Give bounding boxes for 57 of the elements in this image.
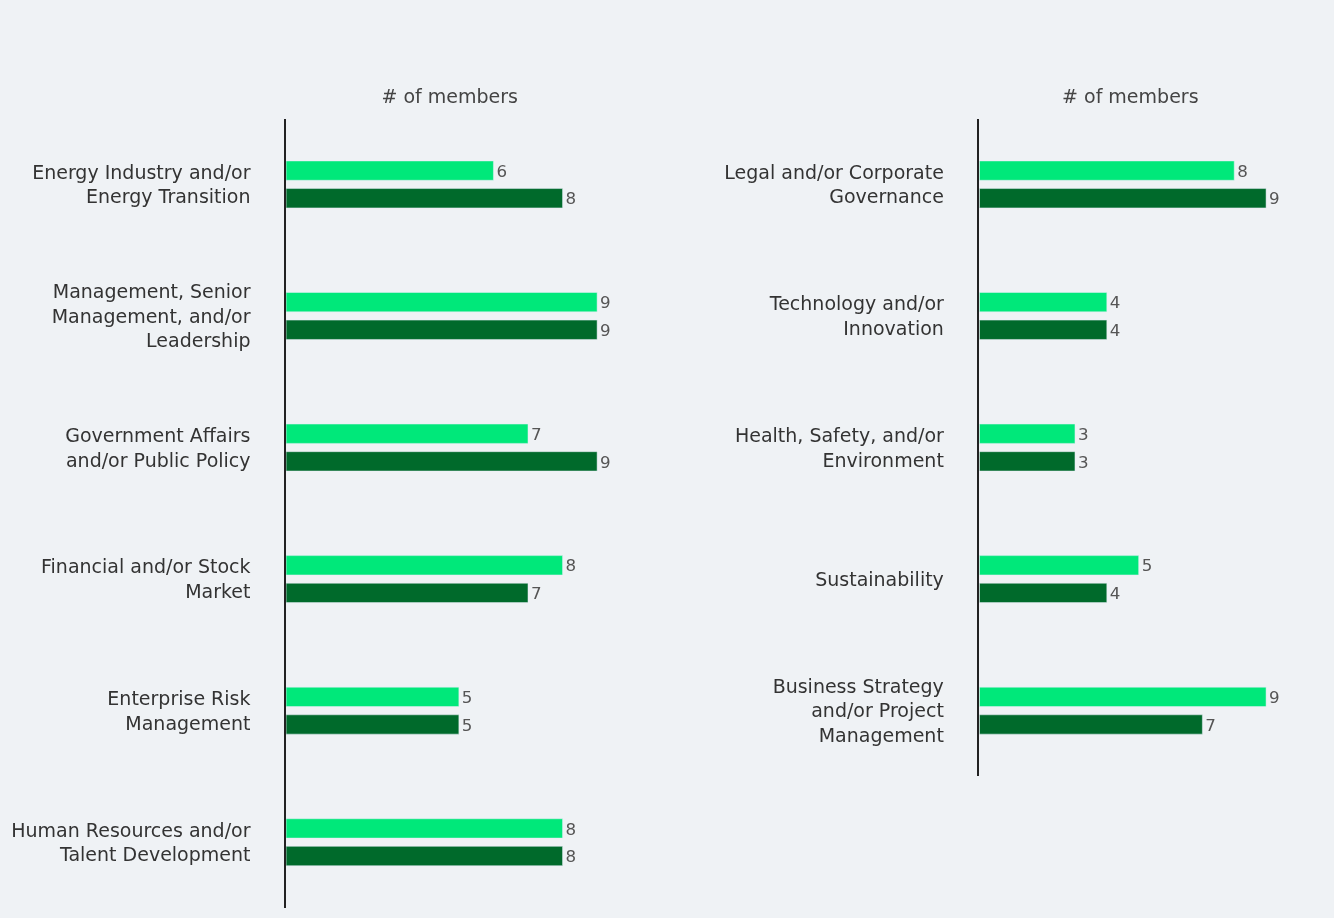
bar — [979, 714, 1203, 735]
y-tick-label: Sustainability — [815, 567, 944, 590]
bar — [286, 555, 563, 576]
data-label: 3 — [1077, 423, 1089, 444]
y-tick-label: Management, Senior Management, and/or Leadership — [51, 279, 251, 352]
data-label: 8 — [565, 555, 577, 576]
x-axis-title: # of members — [1062, 85, 1199, 108]
bar — [286, 818, 563, 839]
data-label: 8 — [565, 818, 577, 839]
data-label: 9 — [600, 292, 611, 313]
bar — [979, 582, 1108, 603]
y-tick-label: Human Resources and/or Talent Development — [11, 818, 251, 866]
data-label: 9 — [600, 451, 611, 472]
data-label: 7 — [530, 583, 542, 604]
data-label: 8 — [565, 188, 577, 209]
data-label: 8 — [1237, 160, 1248, 181]
y-tick-label: Legal and/or Corporate Governance — [724, 160, 944, 208]
bar — [286, 582, 529, 603]
bar — [979, 686, 1267, 707]
data-label: 8 — [565, 846, 577, 867]
y-tick-label: Government Affairs and/or Public Policy — [65, 423, 251, 471]
y-tick-label: Energy Industry and/or Energy Transition — [32, 160, 251, 208]
data-label: 5 — [461, 714, 473, 735]
bar — [979, 555, 1139, 576]
data-label: 5 — [461, 687, 473, 707]
bar — [286, 319, 598, 340]
y-tick-label: Financial and/or Stock Market — [41, 555, 251, 603]
bar — [979, 188, 1267, 209]
bar — [286, 714, 460, 735]
y-tick-label: Business Strategy and/or Project Management — [772, 674, 944, 747]
data-label: 4 — [1109, 319, 1121, 340]
x-axis-title: # of members — [381, 85, 519, 108]
bar — [979, 451, 1076, 472]
data-label: 9 — [600, 319, 611, 340]
bar — [286, 160, 494, 181]
data-label: 5 — [1141, 555, 1153, 576]
bar — [286, 292, 598, 313]
data-label: 7 — [1205, 714, 1216, 735]
data-label: 4 — [1109, 583, 1121, 604]
y-tick-label: Enterprise Risk Management — [107, 686, 251, 734]
y-tick-label: Technology and/or Innovation — [768, 292, 945, 339]
data-label: 9 — [1269, 687, 1280, 707]
bar — [286, 846, 563, 866]
bar — [286, 188, 563, 209]
bar — [979, 160, 1235, 181]
data-label: 7 — [530, 423, 542, 444]
data-label: 9 — [1269, 188, 1280, 209]
data-label: 3 — [1077, 451, 1089, 472]
bar — [286, 423, 529, 444]
bar — [286, 451, 598, 472]
y-tick-label: Health, Safety, and/or Environment — [734, 423, 945, 471]
bar — [979, 319, 1108, 340]
bar — [286, 686, 460, 707]
bar — [979, 423, 1076, 444]
data-label: 4 — [1109, 292, 1121, 313]
bar — [979, 292, 1108, 313]
data-label: 6 — [496, 160, 508, 181]
